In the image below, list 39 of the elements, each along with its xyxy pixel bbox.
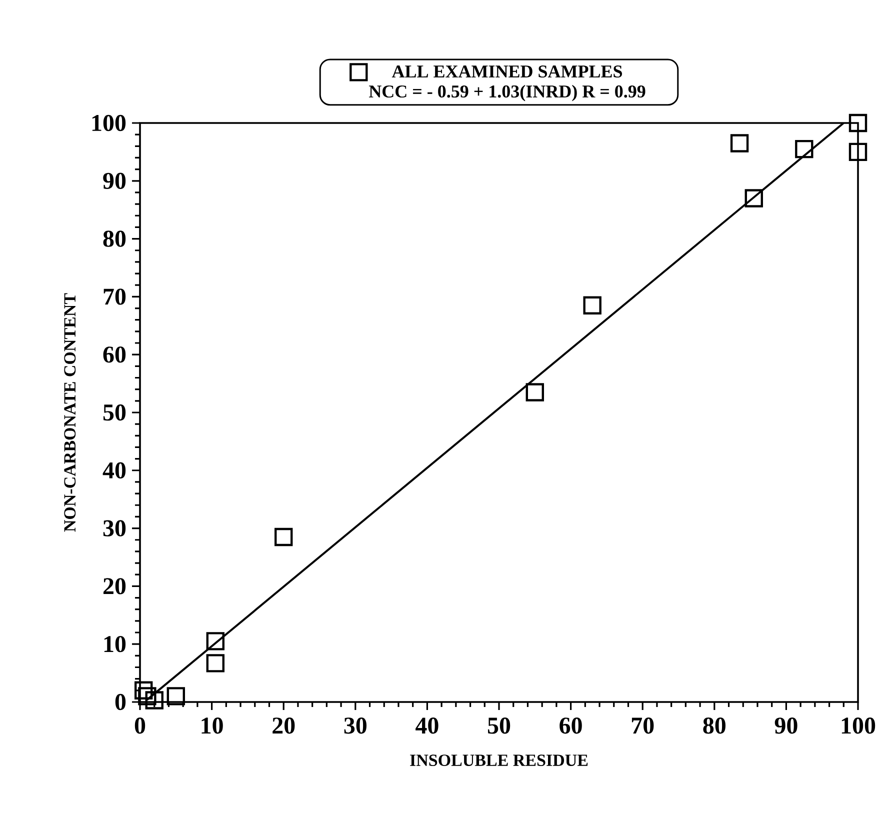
- point: [795, 140, 814, 158]
- point: [166, 687, 185, 706]
- point: [583, 296, 602, 314]
- point: [848, 114, 868, 132]
- y-tick-label: 0: [115, 694, 126, 710]
- point: [206, 632, 224, 650]
- x-tick-label: 100: [842, 718, 876, 734]
- y-tick-label: 60: [103, 346, 126, 363]
- x-tick-label: 40: [416, 718, 438, 734]
- point: [274, 528, 293, 546]
- y-tick-label: 80: [103, 230, 126, 247]
- point: [730, 134, 749, 152]
- y-tick-label: 50: [103, 404, 126, 421]
- x-tick-label: 10: [202, 718, 223, 734]
- point: [145, 691, 164, 710]
- x-tick-label: 50: [488, 718, 510, 734]
- text: NCC = - 0.59 + 1.03(INRD) R = 0.99: [368, 84, 646, 102]
- x-tick-label: 90: [774, 718, 798, 734]
- y-tick-label: 40: [102, 462, 126, 478]
- x-tick-label: 80: [703, 718, 726, 734]
- point: [206, 654, 224, 672]
- point: [848, 142, 868, 162]
- x-tick-label: 0: [134, 718, 146, 734]
- x-tick-label: 20: [272, 718, 295, 734]
- y-tick-label: 30: [103, 520, 126, 536]
- y-tick-label: 90: [103, 172, 126, 189]
- y-axis-title: NON-CARBONATE CONTENT: [64, 293, 76, 532]
- point: [134, 681, 153, 700]
- legend-label: ALL EXAMINED SAMPLES: [392, 65, 622, 78]
- x-axis-title: INSOLUBLE RESIDUE: [410, 754, 588, 766]
- point: [526, 383, 544, 402]
- x-tick-label: 30: [344, 718, 366, 734]
- x-tick-label: 60: [560, 718, 582, 734]
- y-tick-label: 100: [92, 114, 126, 132]
- y-tick-label: 70: [104, 288, 126, 305]
- x-tick-label: 70: [632, 718, 654, 734]
- y-tick-label: 20: [103, 578, 126, 594]
- point: [744, 189, 763, 208]
- y-tick-label: 10: [104, 636, 126, 652]
